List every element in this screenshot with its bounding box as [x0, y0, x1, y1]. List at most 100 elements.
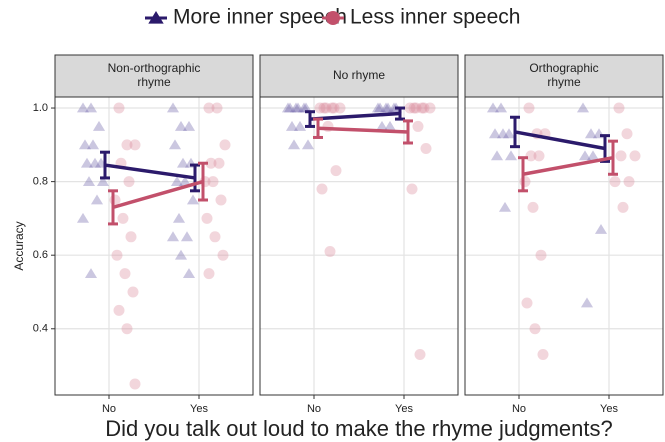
data-point [381, 102, 395, 113]
data-point [316, 183, 328, 195]
data-point [96, 176, 110, 187]
data-point [576, 102, 590, 113]
data-point [201, 212, 213, 224]
panel-border [54, 96, 254, 396]
data-point [623, 176, 635, 188]
data-point [496, 128, 510, 139]
panel [465, 97, 663, 395]
data-point [494, 102, 508, 113]
data-point [178, 176, 192, 187]
data-point [129, 378, 141, 390]
data-point [215, 194, 227, 206]
data-point [613, 102, 625, 114]
y-axis-title: Accuracy [12, 221, 26, 270]
data-point [629, 150, 641, 162]
panel-title: Orthographic [529, 61, 598, 75]
data-point [318, 102, 330, 114]
data-point [521, 297, 533, 309]
data-point [84, 268, 98, 278]
x-tick-label: No [307, 403, 321, 415]
data-point [301, 139, 315, 150]
data-point [498, 201, 512, 212]
data-point [113, 102, 125, 114]
data-point [166, 231, 180, 242]
data-point [129, 139, 141, 151]
data-point [84, 102, 98, 113]
data-point [529, 323, 541, 335]
data-point [182, 268, 196, 278]
data-point [320, 102, 332, 114]
data-point [594, 223, 608, 234]
data-point [504, 150, 518, 161]
data-point [127, 286, 139, 298]
panel [55, 97, 253, 395]
data-point [379, 102, 393, 113]
data-point [615, 150, 627, 162]
data-point [420, 143, 432, 155]
data-point [291, 102, 305, 113]
data-point [203, 102, 215, 114]
panel-title: Non-orthographic [108, 61, 201, 75]
x-axis-title: Did you talk out loud to make the rhyme … [105, 416, 613, 441]
data-point [287, 139, 301, 150]
data-point [281, 102, 295, 113]
data-point [76, 102, 90, 113]
data-point [334, 102, 346, 114]
data-point [174, 120, 188, 131]
mean-line [522, 155, 614, 176]
data-point [414, 349, 426, 361]
data-point [314, 102, 326, 114]
data-point [404, 102, 416, 114]
data-point [121, 139, 133, 151]
data-point [176, 157, 190, 168]
data-point [488, 128, 502, 139]
data-point [535, 249, 547, 261]
legend-marker [148, 11, 164, 24]
data-point [383, 120, 397, 131]
strip [54, 54, 254, 98]
mean-line [104, 163, 196, 180]
legend-marker [326, 11, 340, 25]
data-point [519, 176, 531, 188]
panel-border [464, 96, 664, 396]
data-point [203, 268, 215, 280]
x-tick-label: Yes [600, 403, 618, 415]
data-point [580, 297, 594, 308]
strip [259, 54, 459, 98]
x-tick-label: No [512, 403, 526, 415]
mean-line [309, 111, 401, 121]
data-point [182, 120, 196, 131]
data-point [373, 102, 387, 113]
data-point [537, 349, 549, 361]
data-point [299, 102, 313, 113]
data-point [387, 102, 401, 113]
data-point [166, 102, 180, 113]
data-point [584, 128, 598, 139]
data-point [586, 150, 600, 161]
data-point [90, 194, 104, 205]
data-point [424, 102, 436, 114]
data-point [111, 249, 123, 261]
data-point [168, 139, 182, 150]
data-point [117, 212, 129, 224]
data-point [490, 150, 504, 161]
data-point [211, 102, 223, 114]
data-point [186, 194, 200, 205]
y-tick-label: 0.8 [33, 176, 48, 188]
panel [260, 97, 458, 395]
data-point [285, 120, 299, 131]
data-point [375, 120, 389, 131]
data-point [293, 120, 307, 131]
panel-border [259, 96, 459, 396]
data-point [207, 176, 219, 188]
data-point [180, 231, 194, 242]
y-tick-label: 1.0 [33, 102, 48, 114]
data-point [174, 249, 188, 260]
panel-title: No rhyme [333, 68, 385, 82]
data-point [297, 102, 311, 113]
mean-line [514, 130, 606, 151]
data-point [416, 102, 428, 114]
data-point [86, 139, 100, 150]
data-point [121, 323, 133, 335]
